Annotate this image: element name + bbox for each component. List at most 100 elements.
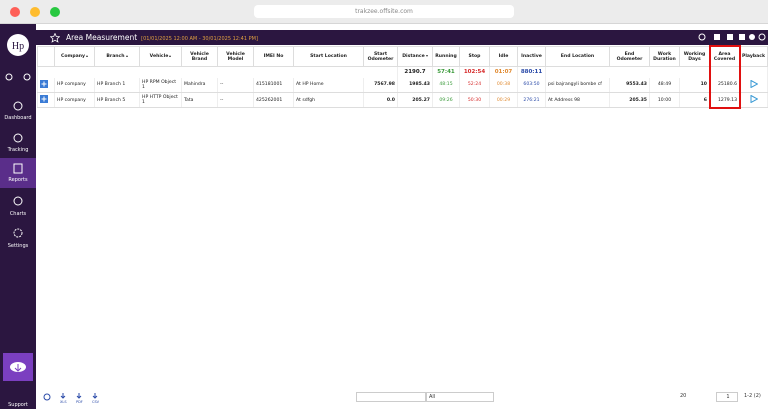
playback-cell <box>739 92 768 108</box>
table-cell: 9553.43 <box>609 77 650 93</box>
expand-icon[interactable] <box>40 79 48 88</box>
expand-icon[interactable] <box>40 95 48 103</box>
table-cell: 0.0 <box>363 92 398 108</box>
footer-icons <box>43 393 98 401</box>
report-title: Area Measurement <box>66 33 138 42</box>
nav-item[interactable]: Tracking <box>7 147 29 153</box>
minimize-button[interactable] <box>30 7 40 17</box>
page-size[interactable]: 20 <box>678 392 696 402</box>
summary-row: 2190.7 57:41 102:54 01:07 880:11 <box>37 66 768 78</box>
playback-icon[interactable] <box>750 79 759 89</box>
table-cell: HP RPM Object 1 <box>139 77 182 93</box>
table-cell: 603:50 <box>517 77 546 93</box>
support-link[interactable]: Support <box>8 402 28 408</box>
column-header[interactable]: Start Location <box>293 46 364 67</box>
table-cell: At sdfgh <box>293 92 364 108</box>
table-cell: 205.27 <box>397 92 433 108</box>
table-cell: 415181001 <box>253 77 294 93</box>
export-label[interactable]: XLS <box>60 400 67 404</box>
table-cell: 1985.43 <box>397 77 433 93</box>
summary-cell: 01:07 <box>489 66 518 78</box>
table-cell: 276:21 <box>517 92 546 108</box>
page-range: 1-2 (2) <box>742 392 768 402</box>
search-input[interactable] <box>356 392 426 402</box>
export-label[interactable]: PDF <box>76 400 83 404</box>
table-cell: 10:00 <box>649 92 680 108</box>
table-cell: 52:24 <box>459 77 490 93</box>
column-header[interactable]: Distance <box>397 46 433 67</box>
column-header[interactable]: Start Odometer <box>363 46 398 67</box>
nav-item[interactable]: Reports <box>0 158 36 188</box>
download-button[interactable] <box>3 353 33 381</box>
summary-cell: 880:11 <box>517 66 546 78</box>
table-cell: psi bajrangyli bombe cf <box>545 77 610 93</box>
close-button[interactable] <box>10 7 20 17</box>
table-cell: -- <box>217 92 254 108</box>
column-header[interactable]: End Odometer <box>609 46 650 67</box>
column-header[interactable]: Vehicle <box>139 46 182 67</box>
logo: Hp <box>5 34 31 81</box>
date-range: [01/01/2025 12:00 AM - 30/01/2025 12:41 … <box>141 36 258 42</box>
export-label[interactable]: CSV <box>92 400 100 404</box>
table-cell: 6 <box>679 92 710 108</box>
column-header[interactable]: Running <box>432 46 460 67</box>
nav-item[interactable]: Settings <box>7 243 29 249</box>
table-cell: HP Branch 5 <box>94 92 140 108</box>
playback-icon[interactable] <box>750 94 759 104</box>
column-header[interactable]: End Location <box>545 46 610 67</box>
column-header[interactable]: Inactive <box>517 46 546 67</box>
footer: XLS PDF CSV All 20 1 1-2 (2) <box>36 388 768 409</box>
table-cell: 50:30 <box>459 92 490 108</box>
maximize-button[interactable] <box>50 7 60 17</box>
table-cell: 10 <box>679 77 710 93</box>
url-bar[interactable]: trakzee.offsite.com <box>254 5 514 18</box>
column-header[interactable]: Stop <box>459 46 490 67</box>
column-header[interactable]: Vehicle Brand <box>181 46 218 67</box>
toolbar <box>698 33 766 41</box>
column-header[interactable]: Work Duration <box>649 46 680 67</box>
table-cell: HP Branch 1 <box>94 77 140 93</box>
table-cell: HP company <box>54 77 95 93</box>
playback-cell <box>739 77 768 93</box>
sidebar: Hp Dashboard Tracking Reports Charts Set… <box>0 24 36 409</box>
column-header[interactable]: Playback <box>739 46 768 67</box>
table-cell: At HP Home <box>293 77 364 93</box>
table-cell: Mahindra <box>181 77 218 93</box>
table-row: HP company HP Branch 5 HP HTTP Object 1 Tat… <box>37 92 768 108</box>
table-cell: 48:15 <box>432 77 460 93</box>
table-cell: 425262001 <box>253 92 294 108</box>
highlight-box <box>709 45 741 109</box>
table-cell: -- <box>217 77 254 93</box>
column-header[interactable]: Branch <box>94 46 140 67</box>
column-header[interactable]: Vehicle Model <box>217 46 254 67</box>
summary-cell: 102:54 <box>459 66 490 78</box>
nav-item[interactable]: Charts <box>9 211 27 217</box>
report-header: Area Measurement [01/01/2025 12:00 AM - 3… <box>36 30 768 45</box>
table-cell: 7567.98 <box>363 77 398 93</box>
column-header[interactable]: IMEI No <box>253 46 294 67</box>
table-row: HP company HP Branch 1 HP RPM Object 1 Mahi… <box>37 77 768 93</box>
table-cell: 00:38 <box>489 77 518 93</box>
table-cell: HP HTTP Object 1 <box>139 92 182 108</box>
table-cell: 00:29 <box>489 92 518 108</box>
summary-cell: 57:41 <box>432 66 460 78</box>
column-header[interactable]: Idle <box>489 46 518 67</box>
svg-text:Hp: Hp <box>12 41 24 52</box>
table-cell: Tata <box>181 92 218 108</box>
column-header[interactable]: Working Days <box>679 46 710 67</box>
table-cell: 48:49 <box>649 77 680 93</box>
page-input[interactable]: 1 <box>716 392 738 402</box>
column-header[interactable]: Company <box>54 46 95 67</box>
nav-item[interactable]: Dashboard <box>4 115 32 121</box>
expand-cell <box>37 92 55 108</box>
filter-select[interactable]: All <box>426 392 494 402</box>
header-row: Company Branch Vehicle Vehicle Brand Vehicle… <box>37 46 768 67</box>
summary-cell: 2190.7 <box>397 66 433 78</box>
favorite-icon[interactable] <box>50 33 60 43</box>
expand-cell <box>37 77 55 93</box>
table-cell: At Address 98 <box>545 92 610 108</box>
table-cell: 205.35 <box>609 92 650 108</box>
report-table: Company Branch Vehicle Vehicle Brand Vehicle… <box>37 46 768 108</box>
table-cell: HP company <box>54 92 95 108</box>
